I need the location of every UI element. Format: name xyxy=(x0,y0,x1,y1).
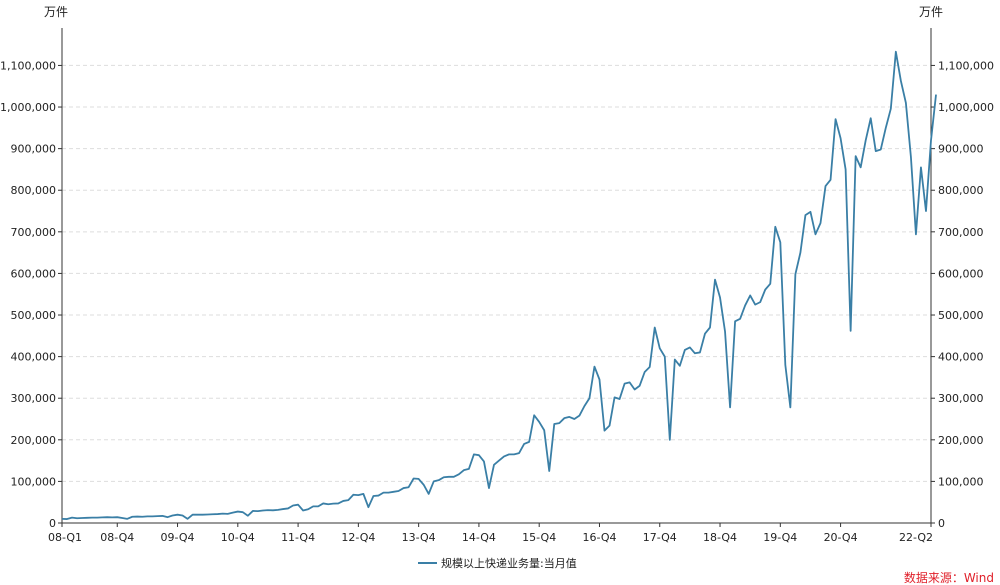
x-tick-label: 22-Q2 xyxy=(899,531,933,544)
x-tick-label: 11-Q4 xyxy=(281,531,315,544)
x-tick-labels: 08-Q1 08-Q4 09-Q4 10-Q4 11-Q4 12-Q4 13-Q4 14-Q4… xyxy=(48,523,933,544)
left-y-tick-label: 200,000 xyxy=(11,434,57,447)
right-y-tick-label: 800,000 xyxy=(938,184,984,197)
left-y-tick-label: 600,000 xyxy=(11,267,57,280)
x-tick-label: 13-Q4 xyxy=(402,531,436,544)
right-y-tick-label: 200,000 xyxy=(938,434,984,447)
right-y-tick-label: 400,000 xyxy=(938,351,984,364)
left-y-tick-label: 0 xyxy=(49,517,56,530)
source-note: 数据来源：Wind xyxy=(904,570,994,585)
left-y-tick-label: 500,000 xyxy=(11,309,57,322)
left-y-tick-labels: 0 100,000 200,000 300,000 400,000 500,000 600,… xyxy=(0,59,62,530)
legend-label: 规模以上快递业务量:当月值 xyxy=(441,556,577,570)
x-tick-label: 10-Q4 xyxy=(221,531,255,544)
right-y-tick-label: 100,000 xyxy=(938,475,984,488)
x-tick-label: 08-Q4 xyxy=(100,531,134,544)
x-tick-label: 18-Q4 xyxy=(703,531,737,544)
x-tick-label: 08-Q1 xyxy=(48,531,82,544)
x-tick-label: 20-Q4 xyxy=(824,531,858,544)
left-y-tick-label: 1,000,000 xyxy=(0,101,56,114)
x-tick-label: 14-Q4 xyxy=(462,531,496,544)
left-y-tick-label: 400,000 xyxy=(11,351,57,364)
x-tick-label: 09-Q4 xyxy=(161,531,195,544)
x-tick-label: 17-Q4 xyxy=(643,531,677,544)
right-y-tick-label: 500,000 xyxy=(938,309,984,322)
right-y-tick-label: 300,000 xyxy=(938,392,984,405)
left-y-tick-label: 700,000 xyxy=(11,226,57,239)
right-y-tick-labels: 0 100,000 200,000 300,000 400,000 500,000 600,… xyxy=(931,59,994,530)
series-line xyxy=(61,50,937,520)
x-tick-label: 16-Q4 xyxy=(582,531,616,544)
right-y-tick-label: 1,100,000 xyxy=(938,59,994,72)
axes xyxy=(61,28,932,524)
series-layer xyxy=(61,50,937,520)
right-y-tick-label: 600,000 xyxy=(938,267,984,280)
left-y-tick-label: 100,000 xyxy=(11,475,57,488)
right-y-tick-label: 900,000 xyxy=(938,143,984,156)
x-tick-label: 12-Q4 xyxy=(341,531,375,544)
gridlines xyxy=(62,64,931,482)
x-tick-label: 19-Q4 xyxy=(763,531,797,544)
legend: 规模以上快递业务量:当月值 xyxy=(418,556,577,570)
left-y-tick-label: 1,100,000 xyxy=(0,59,56,72)
right-axis-unit-label: 万件 xyxy=(919,5,943,19)
left-y-tick-label: 800,000 xyxy=(11,184,57,197)
right-y-tick-label: 0 xyxy=(938,517,945,530)
x-tick-label: 15-Q4 xyxy=(522,531,556,544)
right-y-tick-label: 1,000,000 xyxy=(938,101,994,114)
left-axis-unit-label: 万件 xyxy=(44,5,68,19)
left-y-tick-label: 300,000 xyxy=(11,392,57,405)
left-y-tick-label: 900,000 xyxy=(11,143,57,156)
right-y-tick-label: 700,000 xyxy=(938,226,984,239)
